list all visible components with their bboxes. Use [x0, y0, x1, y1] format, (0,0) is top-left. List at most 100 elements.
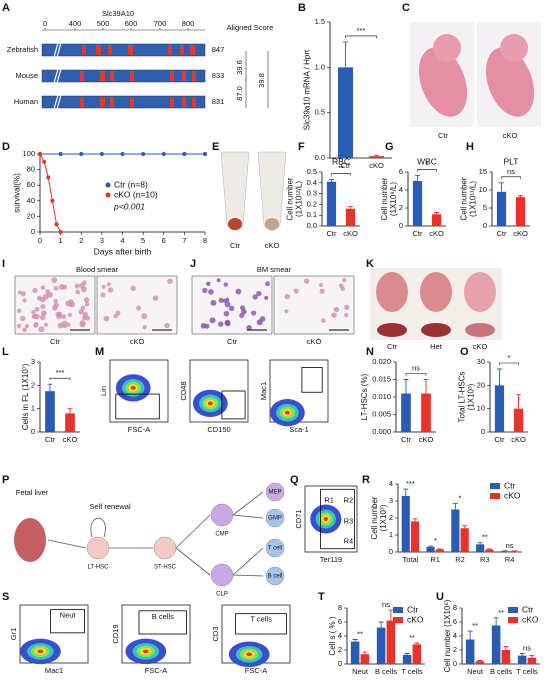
cell	[256, 319, 263, 326]
cell	[293, 288, 299, 294]
alignment-title: Slc39A10	[102, 9, 134, 18]
y-tick-label: 4	[399, 185, 403, 194]
ruler-label: 400	[69, 19, 82, 28]
significance: **	[498, 608, 504, 617]
y-tick-label: 0.1	[307, 210, 317, 219]
domain	[96, 45, 101, 55]
embryo	[376, 272, 408, 312]
node-label: ST-HSC	[154, 565, 177, 571]
legend-label: Ctr	[407, 604, 419, 614]
y-tick-label: 1.5	[315, 17, 325, 26]
y-tick-label: 0.5	[315, 108, 325, 117]
bar	[496, 191, 507, 226]
domain	[190, 45, 195, 55]
chart-title: WBC	[417, 156, 437, 166]
error-bar	[434, 212, 439, 215]
cell	[331, 312, 337, 318]
y-axis-label: (1X10³)	[467, 383, 476, 410]
cell	[152, 295, 159, 301]
significance: ***	[357, 26, 366, 35]
cell	[32, 287, 38, 294]
y-axis-label: (1X10¹²/L)	[295, 181, 304, 217]
significance: ns	[523, 643, 531, 652]
bar	[513, 408, 524, 432]
species-name: Human	[14, 97, 38, 106]
y-tick-label: 6	[453, 617, 457, 626]
cell	[321, 318, 326, 323]
bar	[45, 391, 55, 432]
panel-letter: K	[366, 258, 374, 270]
cell	[16, 308, 22, 314]
cell	[209, 317, 216, 324]
cell	[225, 297, 230, 302]
tube	[257, 151, 287, 231]
significance-bracket	[405, 373, 427, 376]
error-bar	[477, 542, 483, 545]
cell	[84, 301, 90, 307]
error-bar	[423, 379, 429, 394]
significance: ***	[406, 479, 415, 488]
cell	[228, 305, 235, 312]
blood	[228, 218, 242, 230]
cell	[224, 301, 231, 308]
point	[54, 222, 59, 227]
cell	[264, 295, 269, 300]
domain	[110, 71, 114, 81]
y-tick-label: 0.005	[372, 409, 391, 418]
flow-axis-label: CD3	[211, 626, 220, 641]
liver	[465, 323, 495, 337]
photo-label: cKO	[307, 337, 322, 346]
photo-label: Ctr	[230, 241, 241, 250]
flow-axis-label: Lin	[99, 386, 108, 396]
bar	[500, 551, 510, 552]
y-tick-label: 0.0	[315, 153, 325, 162]
bar	[491, 625, 501, 664]
cell	[141, 313, 148, 320]
significance: *	[434, 536, 437, 545]
error-bar	[388, 609, 394, 621]
panel-letter: H	[466, 141, 474, 153]
y-tick-label: 0.000	[372, 427, 391, 436]
species-name: Mouse	[15, 71, 38, 80]
x-tick-label: Ctr	[401, 435, 412, 444]
liver	[377, 323, 407, 337]
y-axis-label: Total LT-HSCs	[458, 372, 467, 423]
y-tick-label: 10	[479, 185, 487, 194]
photo-label: Het	[430, 342, 443, 351]
point	[203, 152, 207, 156]
y-tick-label: 0	[389, 547, 393, 556]
y-tick-label: 20	[477, 380, 485, 389]
cell	[136, 305, 142, 311]
bar	[401, 393, 411, 432]
significance-bracket	[501, 176, 521, 179]
node-label: LT-HSC	[88, 565, 110, 571]
cell	[39, 314, 46, 321]
node-label: CMP	[215, 532, 228, 538]
point	[141, 152, 146, 156]
node-label: GMP	[268, 516, 282, 522]
cell	[241, 308, 247, 315]
bar	[402, 654, 412, 664]
y-tick-label: 3	[389, 496, 393, 505]
significance-bracket	[417, 169, 437, 172]
y-axis-label: Cell number	[460, 177, 469, 220]
source-label: Fetal liver	[16, 488, 49, 497]
photo-label: Ctr	[387, 342, 398, 351]
y-tick-label: 0	[399, 221, 403, 230]
x-tick-label: B cells	[490, 667, 512, 676]
significance: **	[357, 629, 363, 638]
panel-letter: O	[460, 346, 469, 358]
y-tick-label: 2	[338, 645, 342, 654]
cell	[58, 283, 65, 290]
x-tick-label: Neut	[467, 667, 484, 676]
error-bar	[378, 621, 384, 628]
point	[99, 152, 104, 156]
arrow	[232, 491, 264, 516]
cell	[52, 305, 58, 311]
y-axis-label: Cell number	[370, 496, 379, 539]
significance: ***	[56, 368, 65, 377]
cell	[103, 315, 110, 322]
y-tick-label: 6	[338, 617, 342, 626]
y-tick-label: 0.5	[307, 167, 317, 176]
